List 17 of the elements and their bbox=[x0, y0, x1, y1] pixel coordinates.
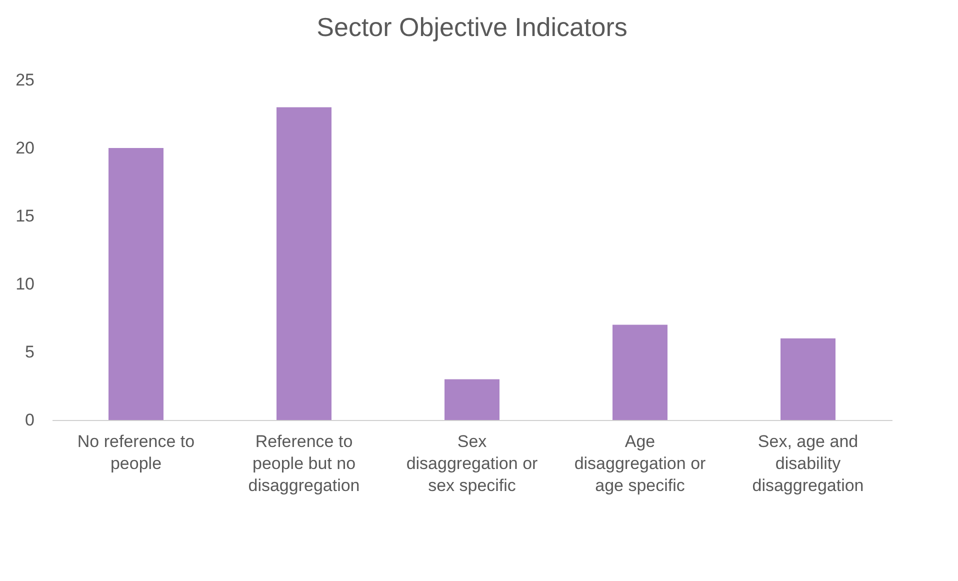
y-tick-label: 15 bbox=[16, 206, 34, 226]
bar bbox=[108, 148, 164, 420]
bar bbox=[444, 379, 500, 420]
y-tick-label: 10 bbox=[16, 274, 34, 294]
y-tick-label: 20 bbox=[16, 138, 34, 158]
x-tick-label: Reference to people but no disaggregation bbox=[248, 432, 360, 495]
bar bbox=[780, 338, 836, 420]
y-tick-label: 0 bbox=[25, 410, 34, 430]
x-tick-label: Sex, age and disability disaggregation bbox=[752, 432, 864, 495]
bar bbox=[612, 324, 668, 420]
chart-title: Sector Objective Indicators bbox=[316, 12, 628, 42]
y-tick-label: 5 bbox=[25, 342, 34, 362]
x-tick-label: Age disaggregation or age specific bbox=[574, 432, 706, 495]
x-tick-label: Sex disaggregation or sex specific bbox=[406, 432, 538, 495]
y-tick-label: 25 bbox=[16, 70, 34, 90]
bar bbox=[276, 107, 332, 420]
x-tick-label: No reference to people bbox=[77, 432, 195, 473]
